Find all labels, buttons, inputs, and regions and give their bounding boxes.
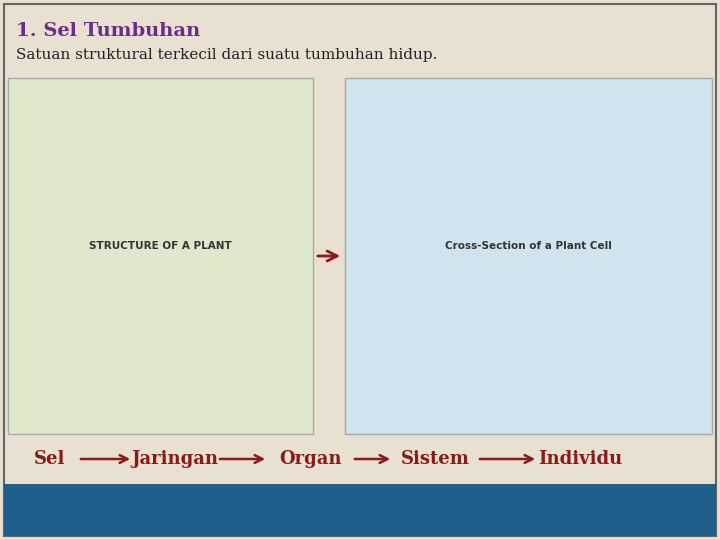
Text: Satuan struktural terkecil dari suatu tumbuhan hidup.: Satuan struktural terkecil dari suatu tu… [16, 48, 437, 62]
Bar [4, 484, 716, 536]
Text: STRUCTURE OF A PLANT: STRUCTURE OF A PLANT [89, 241, 232, 251]
Text: Organ: Organ [279, 450, 341, 468]
Text: Jaringan: Jaringan [132, 450, 218, 468]
Bar [345, 78, 712, 434]
Text: 1. Sel Tumbuhan: 1. Sel Tumbuhan [16, 22, 200, 40]
Text: Cross-Section of a Plant Cell: Cross-Section of a Plant Cell [445, 241, 612, 251]
Text: Individu: Individu [538, 450, 622, 468]
Text: Sel: Sel [35, 450, 66, 468]
Text: Sistem: Sistem [400, 450, 469, 468]
Bar [8, 78, 313, 434]
